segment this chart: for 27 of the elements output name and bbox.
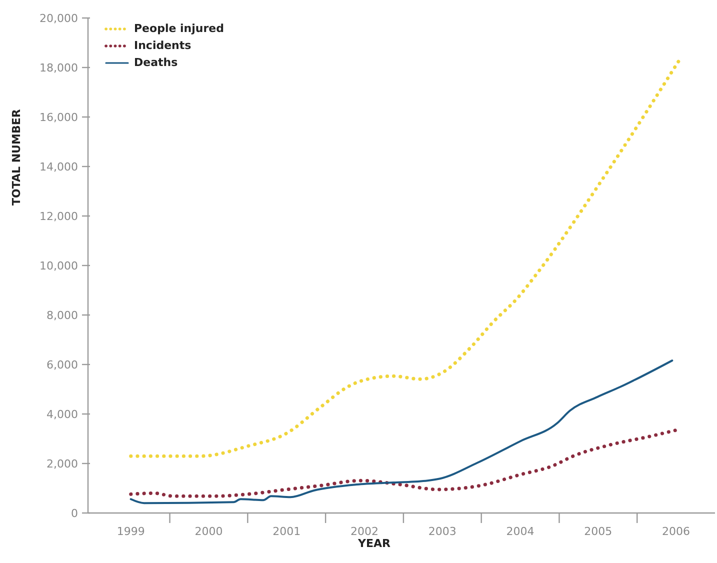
y-tick-label: 8,000 (46, 309, 78, 322)
y-tick-label: 6,000 (46, 358, 78, 372)
line-series (129, 58, 681, 458)
x-tick-label: 2001 (272, 525, 301, 538)
x-tick-label: 2003 (428, 525, 456, 538)
x-tick-label: 2000 (194, 525, 223, 538)
y-tick-label: 18,000 (40, 62, 78, 74)
line-series (129, 428, 678, 498)
y-tick-label: 10,000 (40, 260, 78, 272)
y-tick-label: 20,000 (40, 12, 78, 25)
x-tick-label: 2002 (350, 525, 379, 538)
x-tick-label: 1999 (116, 525, 145, 538)
y-tick-label: 4,000 (46, 408, 78, 421)
y-tick-label: 0 (71, 507, 78, 520)
legend-label: People injured (134, 22, 224, 35)
legend-label: Deaths (134, 56, 178, 69)
y-tick-label: 16,000 (40, 111, 78, 124)
x-axis-title: YEAR (357, 537, 391, 550)
legend-label: Incidents (134, 39, 192, 52)
y-tick-label: 2,000 (46, 458, 78, 470)
x-tick-label: 2006 (662, 525, 690, 538)
y-tick-label: 12,000 (40, 210, 78, 223)
y-axis-title: TOTAL NUMBER (10, 108, 23, 206)
y-tick-label: 14,000 (40, 160, 78, 174)
x-tick-label: 2004 (506, 525, 534, 538)
line-series (130, 360, 674, 504)
x-tick-label: 2005 (584, 525, 612, 538)
